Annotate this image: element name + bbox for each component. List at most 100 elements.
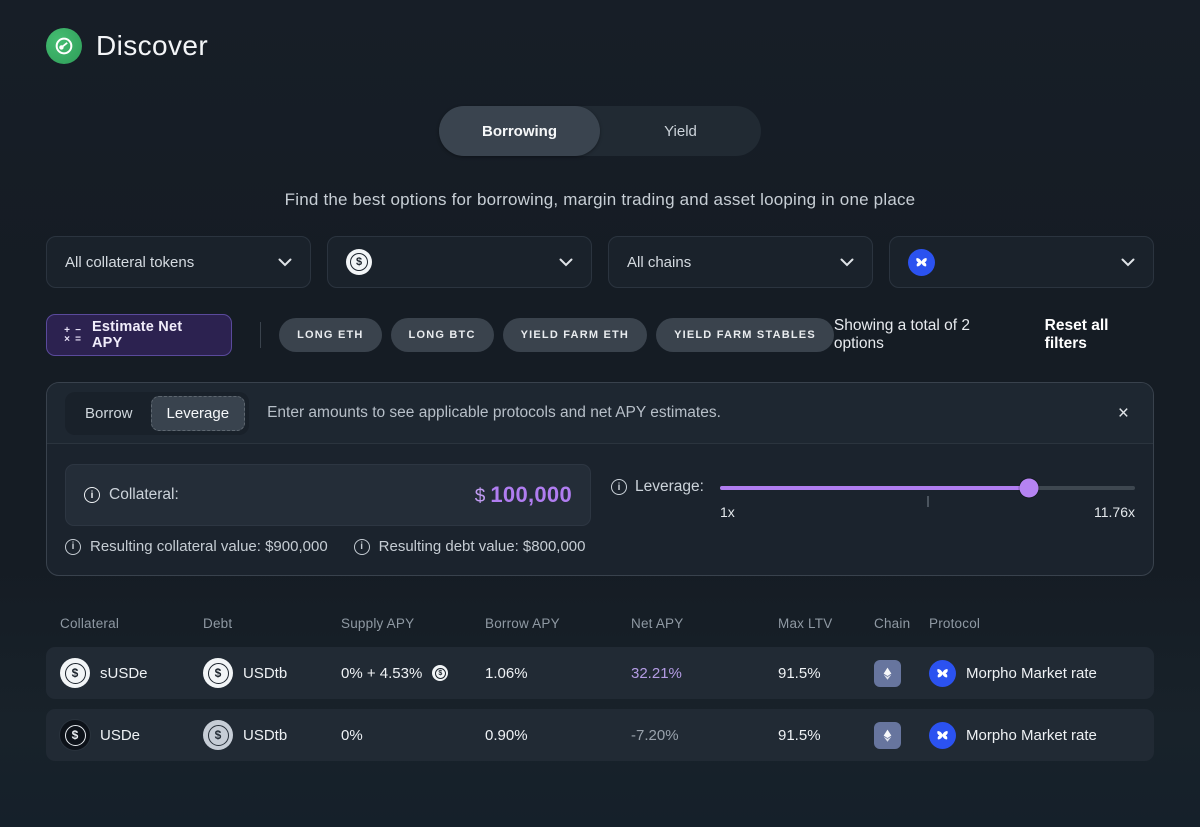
- chains-dropdown-label: All chains: [627, 253, 692, 271]
- supply-apy-cell: 0%: [341, 726, 363, 744]
- leverage-calculator-panel: Borrow Leverage Enter amounts to see app…: [46, 382, 1154, 576]
- slider-min-label: 1x: [719, 504, 735, 520]
- chip-long-btc[interactable]: LONG BTC: [390, 318, 494, 352]
- debt-token-dropdown[interactable]: $: [327, 236, 592, 288]
- morpho-protocol-icon: [929, 659, 956, 687]
- debt-cell: $ USDtb: [203, 658, 341, 688]
- leverage-label: Leverage:: [635, 478, 704, 495]
- app-logo-icon: [46, 28, 82, 64]
- table-header: Collateral Debt Supply APY Borrow APY Ne…: [46, 616, 1154, 631]
- collateral-cell: $ USDe: [60, 720, 203, 750]
- col-max-ltv: Max LTV: [778, 616, 833, 631]
- usde-token-icon: $: [60, 720, 90, 750]
- leverage-label-wrap: i Leverage:: [611, 478, 704, 496]
- net-apy-cell: -7.20%: [631, 726, 679, 744]
- slider-mid-tick: [927, 496, 929, 507]
- page-subtitle: Find the best options for borrowing, mar…: [284, 190, 916, 209]
- chevron-down-icon: [278, 258, 292, 266]
- currency-symbol: $: [474, 486, 486, 507]
- resulting-collateral-value: i Resulting collateral value: $900,000: [65, 538, 328, 555]
- usdtb-token-icon: $: [203, 658, 233, 688]
- borrow-apy-cell: 1.06%: [485, 664, 528, 682]
- resulting-debt-value: i Resulting debt value: $800,000: [353, 538, 585, 555]
- leverage-slider-fill: [719, 486, 1029, 490]
- tab-yield[interactable]: Yield: [664, 122, 697, 140]
- net-apy-cell: 32.21%: [631, 664, 682, 682]
- slider-max-label: 11.76x: [1094, 504, 1135, 520]
- protocol-cell: Morpho Market rate: [929, 659, 1154, 687]
- protocol-dropdown[interactable]: [889, 236, 1154, 288]
- col-collateral: Collateral: [60, 616, 120, 631]
- collateral-dropdown-label: All collateral tokens: [65, 253, 195, 271]
- mode-toggle-group: Borrow Leverage: [65, 391, 250, 435]
- info-icon: i: [84, 487, 100, 503]
- max-ltv-cell: 91.5%: [778, 664, 821, 682]
- calculator-header: Borrow Leverage Enter amounts to see app…: [47, 383, 1153, 444]
- dollar-coin-icon: $: [346, 249, 372, 275]
- chip-yield-farm-eth[interactable]: YIELD FARM ETH: [502, 318, 648, 352]
- collateral-token-dropdown[interactable]: All collateral tokens: [46, 236, 311, 288]
- tab-borrowing[interactable]: Borrowing: [439, 106, 600, 156]
- leverage-control: i Leverage: 1x 11.76x: [611, 466, 1135, 524]
- susde-token-icon: $: [60, 658, 90, 688]
- toolbar-divider: [260, 322, 262, 348]
- close-icon[interactable]: ×: [1117, 402, 1129, 424]
- info-icon: i: [353, 538, 370, 555]
- toolbar: + − × = Estimate Net APY LONG ETH LONG BTC…: [46, 314, 1154, 356]
- col-debt: Debt: [203, 616, 233, 631]
- calculator-hint: Enter amounts to see applicable protocol…: [267, 404, 721, 421]
- tab-switcher-wrap: Borrowing Yield: [46, 106, 1154, 156]
- protocol-cell: Morpho Market rate: [929, 721, 1154, 749]
- calculator-icon: + − × =: [64, 325, 81, 345]
- ethereum-chain-icon: [874, 721, 901, 749]
- debt-cell: $ USDtb: [203, 720, 341, 750]
- table-row[interactable]: $ USDe $ USDtb 0% 0.90% -7.20% 91.5% Mor…: [46, 709, 1154, 761]
- info-icon: i: [611, 479, 627, 495]
- col-chain: Chain: [874, 616, 911, 631]
- quick-filter-chips: LONG ETH LONG BTC YIELD FARM ETH YIELD F…: [279, 318, 834, 352]
- ethereum-chain-icon: [874, 659, 901, 687]
- options-table: Collateral Debt Supply APY Borrow APY Ne…: [46, 616, 1154, 761]
- col-protocol: Protocol: [929, 616, 981, 631]
- mode-leverage-button[interactable]: Leverage: [150, 395, 246, 431]
- table-row[interactable]: $ sUSDe $ USDtb 0% + 4.53% $ 1.06% 32.21…: [46, 647, 1154, 699]
- calculator-body: i Collateral: $ 100,000 i Leverage:: [47, 444, 1153, 534]
- chain-cell: [874, 659, 929, 687]
- usdtb-token-icon: $: [203, 720, 233, 750]
- estimate-net-apy-button[interactable]: + − × = Estimate Net APY: [46, 314, 233, 356]
- reward-token-icon: $: [432, 665, 449, 681]
- collateral-amount: 100,000: [490, 482, 572, 507]
- filter-row: All collateral tokens $ All chains: [46, 236, 1154, 288]
- col-borrow-apy: Borrow APY: [485, 616, 560, 631]
- max-ltv-cell: 91.5%: [778, 726, 821, 744]
- info-icon: i: [65, 538, 81, 555]
- collateral-value-field[interactable]: $ 100,000: [475, 482, 572, 508]
- estimate-button-label: Estimate Net APY: [92, 319, 183, 351]
- chain-cell: [874, 721, 929, 749]
- col-net-apy: Net APY: [631, 616, 684, 631]
- morpho-butterfly-icon: [908, 248, 935, 276]
- chip-yield-farm-stables[interactable]: YIELD FARM STABLES: [656, 318, 834, 352]
- collateral-cell: $ sUSDe: [60, 658, 203, 688]
- collateral-label: Collateral:: [109, 486, 179, 503]
- chip-long-eth[interactable]: LONG ETH: [279, 318, 382, 352]
- chevron-down-icon: [840, 258, 854, 266]
- collateral-input[interactable]: i Collateral: $ 100,000: [65, 464, 591, 526]
- results-summary: Showing a total of 2 options: [833, 317, 971, 352]
- tab-switcher: Borrowing Yield: [439, 106, 761, 156]
- leverage-slider[interactable]: 1x 11.76x: [719, 468, 1135, 524]
- page-title: Discover: [96, 30, 209, 61]
- leverage-slider-thumb[interactable]: [1019, 478, 1039, 498]
- app-header: Discover: [46, 0, 1154, 64]
- calculator-results: i Resulting collateral value: $900,000 i…: [47, 534, 1153, 575]
- reset-filters-link[interactable]: Reset all filters: [1044, 317, 1109, 352]
- mode-borrow-button[interactable]: Borrow: [85, 404, 133, 422]
- chevron-down-icon: [1121, 258, 1135, 266]
- chains-dropdown[interactable]: All chains: [608, 236, 873, 288]
- chevron-down-icon: [559, 258, 573, 266]
- supply-apy-cell: 0% + 4.53% $: [341, 665, 485, 682]
- borrow-apy-cell: 0.90%: [485, 726, 528, 744]
- morpho-protocol-icon: [929, 721, 956, 749]
- col-supply-apy: Supply APY: [341, 616, 415, 631]
